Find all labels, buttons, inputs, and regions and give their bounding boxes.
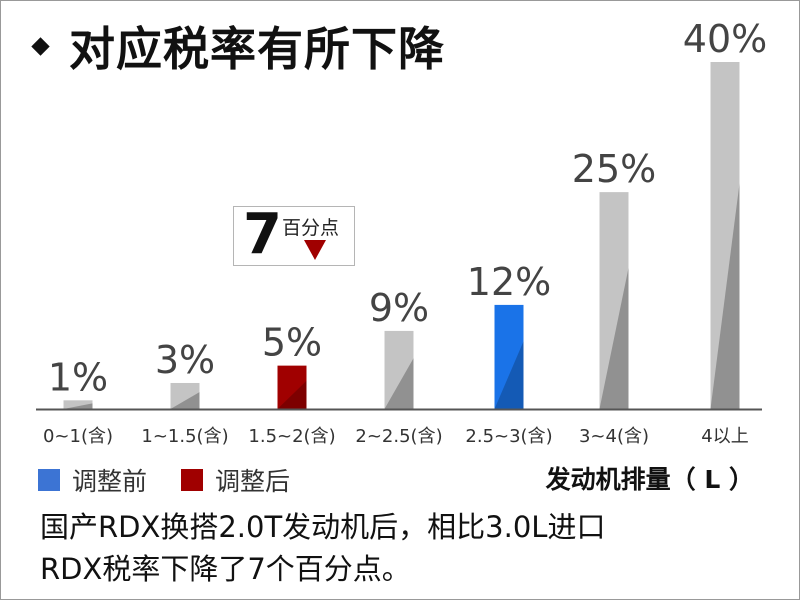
caption-line-1: 国产RDX换搭2.0T发动机后，相比3.0L进口 [40, 510, 606, 544]
legend-item-after: 调整后 [181, 462, 290, 498]
value-label-0: 1% [48, 355, 108, 399]
caption: 国产RDX换搭2.0T发动机后，相比3.0L进口 RDX税率下降了7个百分点。 [40, 506, 780, 590]
bar-chart: 1% 0~1(含) 3% 1~1.5(含) 5% 1.5~2(含) 9% 2~2.5(含) 12… [36, 17, 767, 447]
value-label-1: 3% [155, 338, 215, 382]
value-label-2: 5% [262, 321, 322, 365]
category-label-2: 1.5~2(含) [248, 426, 335, 447]
bar-shade-2 [277, 380, 307, 409]
category-label-1: 1~1.5(含) [141, 426, 228, 447]
value-label-4: 12% [467, 260, 551, 304]
caption-line-2: RDX税率下降了7个百分点。 [40, 552, 411, 586]
chart-title: 对应税率有所下降 [69, 22, 445, 76]
bar-shade-1 [170, 392, 200, 409]
bar-0 [63, 400, 93, 409]
value-label-6: 40% [683, 17, 767, 61]
value-label-5: 25% [572, 147, 656, 191]
category-label-4: 2.5~3(含) [465, 426, 552, 447]
reduction-callout: 7 百分点 [233, 202, 355, 267]
bar-shade-3 [384, 358, 414, 409]
title-row: 对应税率有所下降 [31, 14, 445, 78]
bar-shade-6 [710, 183, 740, 409]
bar-shade-0 [63, 403, 93, 409]
bar-shade-4 [494, 341, 524, 409]
callout-number: 7 [243, 202, 282, 267]
legend-item-before: 调整前 [38, 462, 147, 498]
category-label-3: 2~2.5(含) [355, 426, 442, 447]
legend-label-after: 调整后 [215, 467, 291, 496]
legend-label-before: 调整前 [72, 467, 148, 496]
category-label-5: 3~4(含) [579, 426, 649, 447]
legend-swatch-after [181, 469, 204, 491]
value-label-3: 9% [369, 286, 429, 330]
callout-text: 百分点 [282, 217, 340, 239]
legend: 调整前 调整后 [38, 462, 324, 498]
legend-swatch-before [38, 469, 60, 491]
x-axis-label: 发动机排量（ L ） [545, 465, 754, 494]
category-label-6: 4以上 [701, 426, 748, 447]
down-arrow-icon [304, 240, 326, 260]
bar-shade-5 [599, 268, 629, 409]
category-label-0: 0~1(含) [43, 426, 113, 447]
